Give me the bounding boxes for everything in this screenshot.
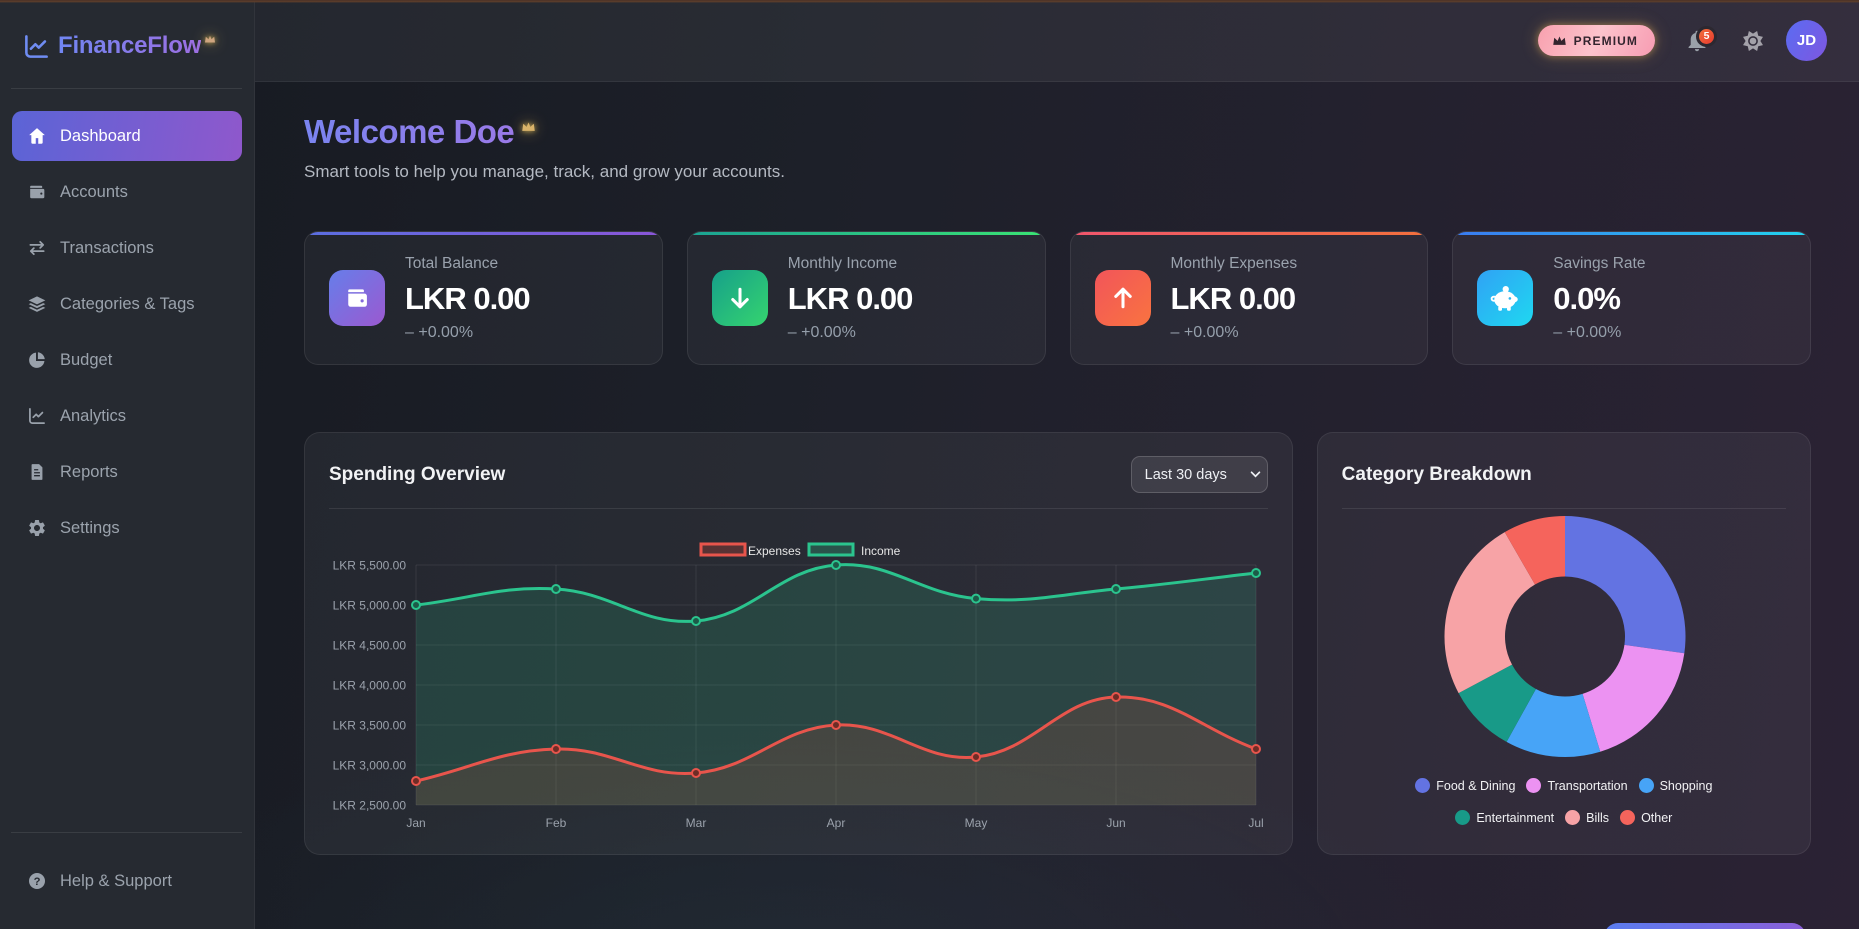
svg-text:Jan: Jan xyxy=(406,816,425,830)
svg-text:?: ? xyxy=(34,876,41,888)
svg-text:LKR 2,500.00: LKR 2,500.00 xyxy=(333,799,407,813)
svg-text:Income: Income xyxy=(861,544,901,558)
svg-text:LKR 5,000.00: LKR 5,000.00 xyxy=(333,599,407,613)
svg-text:Mar: Mar xyxy=(686,816,707,830)
svg-text:LKR 4,000.00: LKR 4,000.00 xyxy=(333,679,407,693)
svg-text:LKR 4,500.00: LKR 4,500.00 xyxy=(333,639,407,653)
svg-text:LKR 5,500.00: LKR 5,500.00 xyxy=(333,559,407,573)
svg-text:May: May xyxy=(965,816,988,830)
svg-text:Jun: Jun xyxy=(1106,816,1125,830)
svg-text:LKR 3,000.00: LKR 3,000.00 xyxy=(333,759,407,773)
svg-text:Apr: Apr xyxy=(827,816,846,830)
svg-text:Jul: Jul xyxy=(1248,816,1263,830)
svg-text:Feb: Feb xyxy=(546,816,567,830)
svg-text:Expenses: Expenses xyxy=(748,544,801,558)
svg-text:LKR 3,500.00: LKR 3,500.00 xyxy=(333,719,407,733)
